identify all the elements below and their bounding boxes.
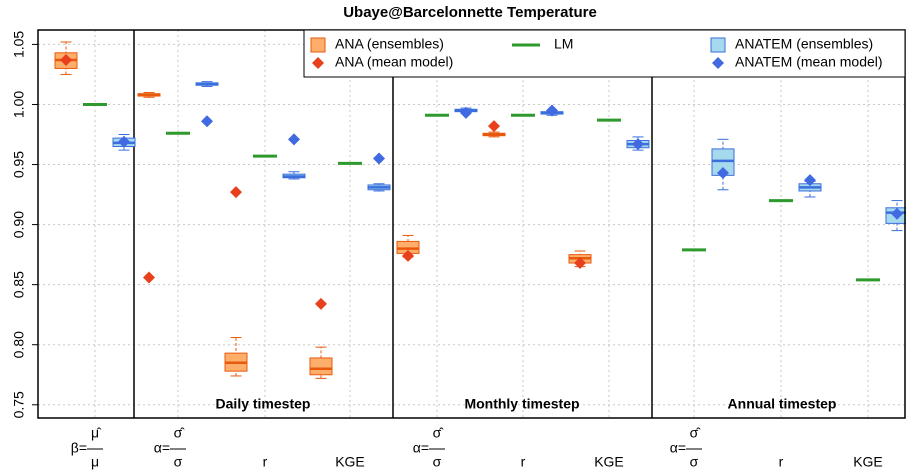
mean-marker (402, 249, 414, 262)
y-tick-label: 0.85 (11, 271, 27, 298)
chart-title: Ubaye@Barcelonnette Temperature (343, 4, 597, 21)
mean-marker (632, 138, 644, 151)
plot-frame (37, 29, 906, 419)
mean-marker (315, 297, 327, 310)
legend-label: ANATEM (ensembles) (735, 36, 873, 52)
box (309, 357, 333, 376)
category-prefix: α= (670, 440, 686, 456)
mean-marker (546, 104, 558, 117)
mean-marker (60, 54, 72, 67)
category-numerator: σ̂ (174, 425, 186, 441)
legend-box (303, 29, 906, 78)
y-tick-label: 1.00 (11, 91, 27, 118)
category-label: r (521, 454, 526, 470)
category-numerator: μ̂ (91, 425, 102, 441)
legend-swatch (310, 37, 326, 53)
category-prefix: β= (71, 440, 87, 456)
mean-marker (201, 115, 213, 128)
legend: ANA (ensembles) ANA (mean model) LM ANATEM … (303, 29, 906, 78)
y-tick-label: 0.80 (11, 331, 27, 358)
mean-marker (143, 271, 155, 284)
legend-label: LM (554, 36, 573, 52)
category-label: r (779, 454, 784, 470)
y-tick-label: 1.05 (11, 31, 27, 58)
mean-marker (118, 135, 130, 148)
panel-label: Daily timestep (216, 396, 311, 412)
category-numerator: σ̂ (690, 425, 702, 441)
category-prefix: α= (154, 440, 170, 456)
y-tick-label: 0.75 (11, 391, 27, 418)
legend-swatch (710, 37, 726, 53)
y-tick-label: 0.90 (11, 211, 27, 238)
legend-swatch (712, 57, 724, 69)
category-denominator: σ (174, 454, 183, 470)
mean-marker (574, 257, 586, 270)
mean-marker (373, 152, 385, 165)
category-label: r (263, 454, 268, 470)
mean-marker (804, 174, 816, 187)
mean-marker (717, 166, 729, 179)
legend-label: ANA (mean model) (335, 54, 453, 70)
panel-label: Monthly timestep (464, 396, 579, 412)
category-label: KGE (335, 454, 365, 470)
mean-marker (460, 106, 472, 119)
category-label: KGE (853, 454, 883, 470)
mean-marker (488, 120, 500, 133)
mean-marker (288, 133, 300, 146)
mean-marker (891, 207, 903, 220)
category-label: KGE (594, 454, 624, 470)
category-denominator: σ (433, 454, 442, 470)
legend-label: ANATEM (mean model) (735, 54, 883, 70)
legend-swatch (312, 57, 324, 69)
mean-marker (230, 186, 242, 199)
legend-label: ANA (ensembles) (335, 36, 444, 52)
y-tick-label: 0.95 (11, 151, 27, 178)
panel-label: Annual timestep (728, 396, 837, 412)
category-denominator: σ (690, 454, 699, 470)
category-numerator: σ̂ (433, 425, 445, 441)
category-prefix: α= (413, 440, 429, 456)
category-denominator: μ (91, 454, 99, 470)
